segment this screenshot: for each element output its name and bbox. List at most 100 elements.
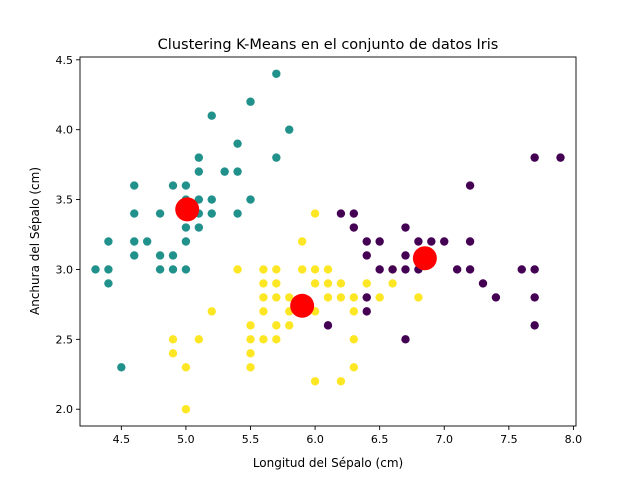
data-point (259, 279, 268, 288)
data-point (181, 181, 191, 190)
data-point (530, 153, 539, 162)
data-point (181, 223, 191, 232)
data-point (323, 265, 333, 274)
data-point (272, 69, 281, 78)
data-point (272, 321, 281, 330)
data-point (323, 321, 333, 330)
plot-frame (79, 56, 577, 427)
data-point (414, 293, 423, 302)
data-point (375, 293, 384, 302)
data-point (233, 139, 242, 148)
data-point (452, 265, 462, 274)
data-point (530, 293, 539, 302)
data-point (336, 279, 346, 288)
x-tick-label: 6.5 (371, 433, 389, 446)
data-point (259, 335, 268, 344)
data-point (130, 209, 139, 218)
data-point (259, 293, 268, 302)
data-point (414, 237, 423, 246)
data-point (117, 363, 126, 372)
data-point (181, 363, 191, 372)
data-point (207, 195, 216, 204)
data-point (285, 293, 294, 302)
data-point (130, 237, 139, 246)
data-point (401, 223, 410, 232)
data-points (91, 69, 565, 414)
data-point (220, 167, 229, 176)
data-point (104, 279, 113, 288)
data-point (272, 293, 281, 302)
data-point (246, 195, 255, 204)
data-point (168, 181, 178, 190)
data-point (362, 307, 371, 316)
data-point (181, 237, 191, 246)
data-point (440, 237, 449, 246)
data-point (349, 363, 359, 372)
data-point (285, 321, 294, 330)
x-tick-label: 8.0 (565, 433, 583, 446)
data-point (349, 335, 359, 344)
y-tick-label: 2.5 (56, 333, 74, 346)
data-point (233, 209, 242, 218)
data-point (310, 377, 320, 386)
data-point (297, 265, 307, 274)
data-point (233, 265, 242, 274)
data-point (310, 279, 320, 288)
data-point (530, 265, 539, 274)
data-point (272, 153, 281, 162)
x-tick-label: 6.0 (306, 433, 324, 446)
data-point (194, 335, 204, 344)
data-point (362, 279, 371, 288)
centroids (175, 197, 437, 318)
centroid-point (175, 197, 200, 222)
data-point (272, 265, 281, 274)
data-point (259, 265, 268, 274)
data-point (310, 209, 320, 218)
data-point (336, 293, 346, 302)
x-tick-label: 5.0 (177, 433, 195, 446)
y-tick-label: 2.0 (56, 403, 74, 416)
data-point (297, 237, 307, 246)
data-point (323, 279, 333, 288)
data-point (194, 153, 204, 162)
data-point (349, 209, 359, 218)
data-point (104, 237, 113, 246)
data-point (194, 167, 204, 176)
data-point (336, 209, 346, 218)
data-point (375, 237, 384, 246)
data-point (207, 307, 216, 316)
data-point (388, 265, 397, 274)
data-point (168, 335, 178, 344)
x-tick-label: 4.5 (113, 433, 131, 446)
data-point (375, 265, 384, 274)
data-point (465, 237, 475, 246)
data-point (336, 377, 346, 386)
data-point (349, 223, 359, 232)
data-point (401, 265, 410, 274)
data-point (491, 293, 501, 302)
data-point (194, 195, 204, 204)
data-point (130, 251, 139, 260)
data-point (155, 265, 165, 274)
x-axis-label: Longitud del Sépalo (cm) (253, 456, 403, 470)
data-point (465, 265, 475, 274)
data-point (362, 293, 371, 302)
data-point (349, 293, 359, 302)
data-point (517, 265, 526, 274)
data-point (207, 209, 216, 218)
data-point (207, 111, 216, 120)
data-point (142, 237, 152, 246)
data-point (246, 321, 255, 330)
data-point (427, 237, 436, 246)
data-point (233, 167, 242, 176)
data-point (155, 209, 165, 218)
data-point (246, 349, 255, 358)
data-point (168, 265, 178, 274)
data-point (401, 251, 410, 260)
chart-title: Clustering K-Means en el conjunto de dat… (158, 37, 499, 53)
data-point (155, 251, 165, 260)
data-point (259, 307, 268, 316)
data-point (465, 181, 475, 190)
data-point (362, 237, 371, 246)
